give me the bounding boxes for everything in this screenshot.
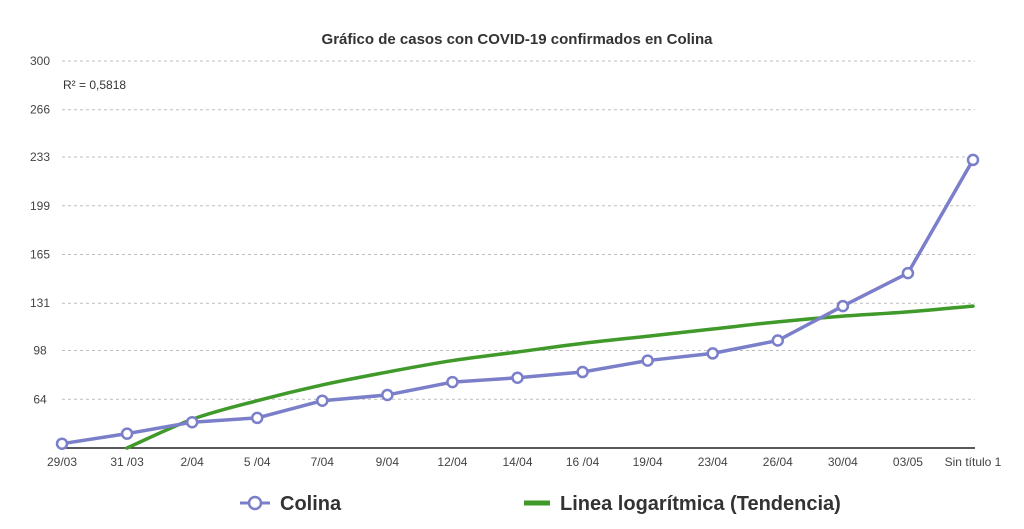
- data-point-colina[interactable]: [381, 388, 394, 402]
- y-tick-label: 233: [30, 150, 50, 164]
- data-point-colina[interactable]: [706, 347, 719, 360]
- data-point-colina[interactable]: [185, 415, 199, 429]
- data-point-colina[interactable]: [576, 365, 589, 379]
- legend-trendline-label: Linea logarítmica (Tendencia): [560, 493, 841, 515]
- x-tick-label: 19/04: [633, 455, 663, 469]
- x-tick-label: 14/04: [502, 455, 532, 469]
- r-squared-annotation: R² = 0,5818: [63, 78, 126, 92]
- grid: [62, 60, 975, 400]
- x-tick-label: 9/04: [376, 455, 400, 469]
- y-axis-ticks: 300 266 233 199 165 131 98 64: [30, 54, 50, 406]
- x-tick-label: 7/04: [311, 455, 335, 469]
- legend-item-colina[interactable]: Colina: [240, 493, 342, 515]
- y-tick-label: 165: [30, 248, 50, 262]
- legend-colina-marker: [247, 495, 263, 511]
- data-point-colina[interactable]: [836, 299, 850, 313]
- y-tick-label: 64: [33, 392, 47, 406]
- x-tick-label: 23/04: [698, 455, 728, 469]
- x-tick-label: 31 /03: [110, 455, 144, 469]
- legend: Colina Linea logarítmica (Tendencia): [240, 493, 841, 515]
- x-tick-label: 30/04: [828, 455, 858, 469]
- data-point-colina[interactable]: [250, 411, 264, 425]
- data-point-colina[interactable]: [901, 266, 915, 280]
- y-tick-label: 131: [30, 296, 50, 310]
- data-point-colina[interactable]: [966, 153, 980, 167]
- x-tick-label: 03/05: [893, 455, 923, 469]
- y-tick-label: 266: [30, 103, 50, 117]
- series-layer: [55, 153, 980, 450]
- legend-colina-label: Colina: [280, 493, 342, 515]
- legend-item-trendline[interactable]: Linea logarítmica (Tendencia): [524, 493, 841, 515]
- x-tick-label: 12/04: [437, 455, 467, 469]
- series-line-colina: [61, 159, 975, 446]
- data-point-colina[interactable]: [120, 427, 134, 440]
- data-point-colina[interactable]: [446, 375, 459, 389]
- x-tick-label: Sin título 1: [945, 455, 1002, 469]
- data-point-colina[interactable]: [316, 394, 329, 407]
- x-tick-label: 5 /04: [244, 455, 271, 469]
- x-tick-label: 16 /04: [566, 455, 600, 469]
- x-axis-ticks: 29/03 31 /03 2/04 5 /04 7/04 9/04 12/04 14/04 16…: [47, 455, 1002, 469]
- y-tick-label: 300: [30, 54, 50, 68]
- y-tick-label: 199: [30, 199, 50, 213]
- chart-title: Gráfico de casos con COVID-19 confirmado…: [322, 31, 714, 48]
- trendline-path: [125, 304, 975, 450]
- y-tick-label: 98: [33, 344, 47, 358]
- data-point-colina[interactable]: [771, 334, 785, 347]
- data-point-colina[interactable]: [511, 371, 524, 385]
- x-tick-label: 26/04: [763, 455, 793, 469]
- data-point-colina[interactable]: [55, 437, 69, 450]
- x-tick-label: 29/03: [47, 455, 77, 469]
- data-point-colina[interactable]: [641, 354, 654, 367]
- trendline-layer: [125, 304, 975, 450]
- x-tick-label: 2/04: [180, 455, 204, 469]
